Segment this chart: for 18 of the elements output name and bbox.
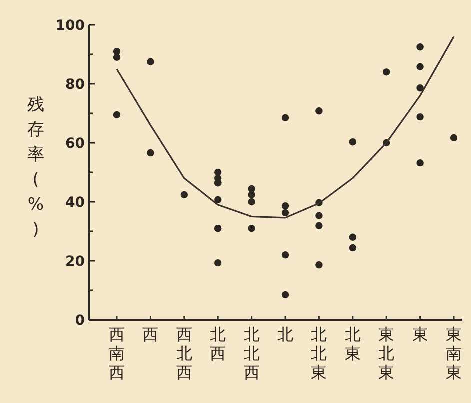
- x-tick-label: 東: [412, 325, 428, 344]
- y-tick-label: 0: [75, 313, 86, 329]
- x-tick-label: 西: [142, 325, 159, 344]
- x-tick-label: 北北西: [244, 325, 260, 382]
- x-tick-label: 北北東: [311, 325, 328, 382]
- x-tick-label: 西南西: [109, 325, 125, 382]
- y-tick-label: 20: [66, 254, 86, 270]
- y-tick-label: 40: [66, 195, 86, 211]
- y-tick-label: 80: [66, 77, 86, 93]
- x-tick-label: 西北西: [176, 325, 192, 382]
- x-tick-label: 北: [278, 325, 294, 344]
- x-tick-label: 東南東: [446, 325, 462, 382]
- y-axis-title: 残存率(%): [28, 95, 44, 240]
- x-tick-label: 北東: [344, 325, 361, 363]
- x-tick-label: 北西: [210, 325, 226, 363]
- x-tick-label: 東北東: [378, 325, 395, 382]
- y-tick-label: 60: [66, 136, 86, 152]
- y-tick-label: 100: [56, 18, 86, 34]
